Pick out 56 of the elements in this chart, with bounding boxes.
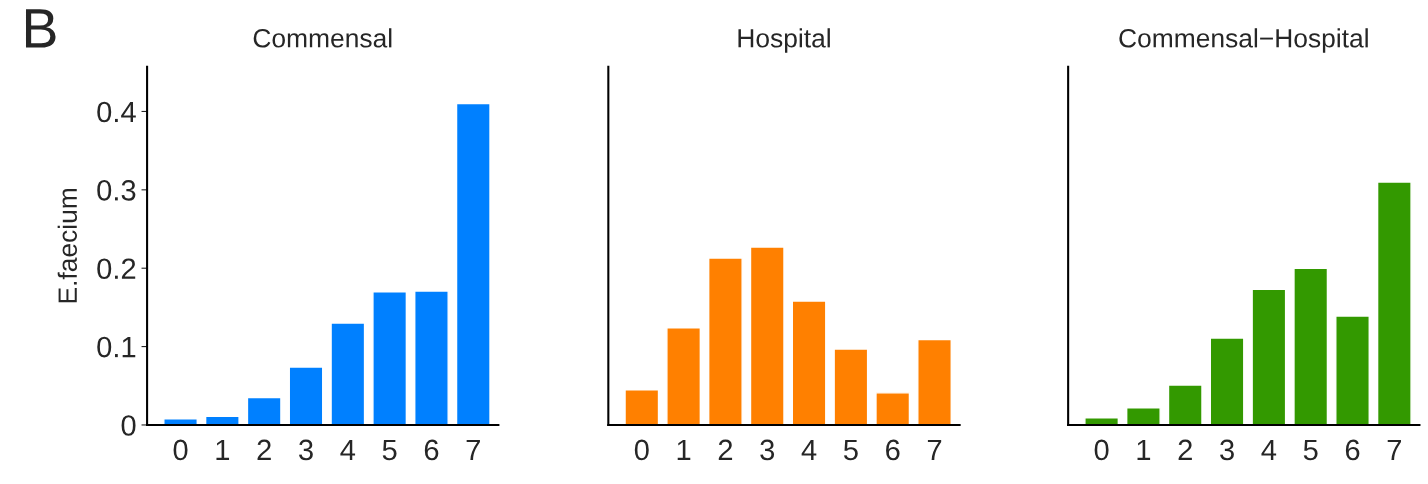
x-tick-label: 5	[1303, 439, 1318, 461]
x-tick-label: 7	[466, 439, 480, 460]
bar	[624, 388, 660, 425]
x-tick-label: 0	[1094, 439, 1109, 461]
x-tick-label: 1	[677, 439, 691, 460]
x-tick-label: 5	[843, 439, 858, 461]
chart-title: Commensal	[253, 28, 392, 48]
x-tick-label: 6	[886, 439, 900, 461]
x-tick-label: 0	[634, 439, 649, 461]
bar	[749, 246, 785, 425]
x-tick-label: 2	[1178, 439, 1192, 460]
x-tick-label: 2	[718, 439, 733, 460]
bar	[1376, 181, 1412, 425]
y-tick-label: 0.4	[97, 101, 136, 123]
bar	[1293, 267, 1329, 425]
bar	[1125, 407, 1161, 425]
bar	[917, 338, 952, 425]
x-tick-label: 3	[299, 439, 313, 461]
y-tick-label: 0.2	[97, 258, 136, 280]
x-tick-label: 3	[1220, 439, 1234, 461]
x-tick-label: 4	[1261, 439, 1277, 460]
chart-title: Hospital	[738, 28, 830, 53]
bar	[414, 290, 449, 425]
y-tick-label: 0	[121, 415, 136, 436]
x-tick-label: 1	[1137, 439, 1151, 460]
x-tick-label: 3	[760, 439, 775, 461]
x-tick-label: 6	[424, 439, 439, 461]
bar	[372, 291, 408, 425]
y-axis-title: E.faecium	[57, 188, 78, 303]
chart-title: Commensal−Hospital	[1119, 28, 1368, 53]
bar	[288, 366, 324, 425]
x-tick-label: 4	[340, 439, 356, 460]
x-tick-label: 5	[382, 439, 397, 461]
x-tick-label: 2	[257, 439, 271, 460]
x-tick-label: 7	[927, 439, 942, 460]
text: B	[25, 9, 56, 48]
bar	[246, 396, 282, 425]
bar	[1209, 337, 1245, 425]
bar	[875, 392, 911, 425]
bar	[666, 327, 702, 425]
bar	[455, 102, 491, 425]
bar	[791, 300, 827, 425]
bar	[1167, 384, 1203, 425]
x-tick-label: 6	[1345, 439, 1360, 461]
y-tick-label: 0.3	[97, 180, 136, 201]
x-tick-label: 7	[1387, 439, 1401, 460]
bar	[1084, 417, 1120, 425]
bar	[1335, 315, 1370, 425]
x-tick-label: 1	[216, 439, 230, 460]
y-tick-label: 0.1	[97, 336, 136, 358]
x-tick-label: 0	[173, 439, 188, 461]
bar	[833, 348, 869, 425]
bar	[1251, 288, 1287, 425]
bar	[330, 322, 366, 425]
x-tick-label: 4	[801, 439, 817, 460]
bar	[708, 257, 743, 425]
